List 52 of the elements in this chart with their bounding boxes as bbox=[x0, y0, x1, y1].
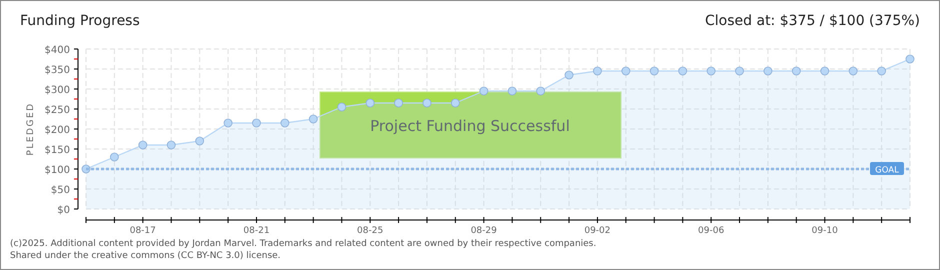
point bbox=[508, 86, 517, 96]
y-tick-label: $50 bbox=[50, 185, 70, 196]
point bbox=[848, 66, 858, 76]
point bbox=[224, 118, 232, 128]
point bbox=[792, 66, 801, 76]
y-tick-label: $250 bbox=[44, 105, 70, 116]
point bbox=[621, 66, 630, 76]
point bbox=[166, 140, 176, 150]
y-tick-label: $100 bbox=[44, 165, 70, 176]
x-tick-label: 09-06 bbox=[698, 226, 724, 236]
y-tick-label: $200 bbox=[44, 125, 70, 136]
point bbox=[450, 98, 460, 108]
point bbox=[479, 86, 488, 96]
ref-line-label: GOAL bbox=[875, 166, 900, 176]
point bbox=[735, 66, 744, 76]
y-tick-label: $150 bbox=[44, 145, 70, 156]
text: Shared under the creative commons (CC BY-NC 3.0) license. bbox=[10, 251, 281, 261]
point bbox=[877, 66, 886, 76]
y-tick-label: $350 bbox=[44, 65, 70, 76]
x-tick-label: 09-10 bbox=[812, 226, 838, 236]
point bbox=[906, 54, 914, 64]
point bbox=[195, 136, 204, 146]
annotation: Project Funding Successful bbox=[370, 117, 570, 135]
y-axis-title: PLEDGED bbox=[26, 102, 36, 156]
point bbox=[650, 66, 659, 76]
point bbox=[252, 118, 261, 128]
x-tick-label: 08-29 bbox=[470, 226, 498, 236]
y-tick-label: $0 bbox=[57, 205, 70, 216]
point bbox=[536, 86, 546, 96]
chart-subtitle: Closed at: $375 / $100 (375%) bbox=[705, 13, 920, 29]
point bbox=[678, 66, 688, 76]
point bbox=[138, 140, 148, 150]
x-tick-label: 08-25 bbox=[357, 226, 384, 236]
x-tick-label: 09-02 bbox=[584, 226, 611, 236]
point bbox=[706, 66, 716, 76]
y-tick-label: $400 bbox=[44, 45, 70, 56]
point bbox=[337, 102, 346, 112]
point bbox=[593, 66, 602, 76]
point bbox=[366, 98, 375, 108]
y-tick-label: $300 bbox=[44, 85, 70, 96]
point bbox=[110, 152, 119, 162]
x-tick-label: 08-17 bbox=[130, 226, 156, 236]
x-tick-label: 08-21 bbox=[243, 226, 270, 236]
point bbox=[564, 70, 574, 80]
point bbox=[820, 66, 830, 76]
point bbox=[764, 66, 772, 76]
point bbox=[422, 98, 432, 108]
point bbox=[394, 98, 403, 108]
chart-title: Funding Progress bbox=[20, 13, 140, 29]
point bbox=[280, 118, 290, 128]
point bbox=[308, 114, 318, 124]
text: (c)2025. Additional content provided by Jordan Marvel. Trademarks and related content are owned by their respective companies. bbox=[10, 239, 596, 249]
